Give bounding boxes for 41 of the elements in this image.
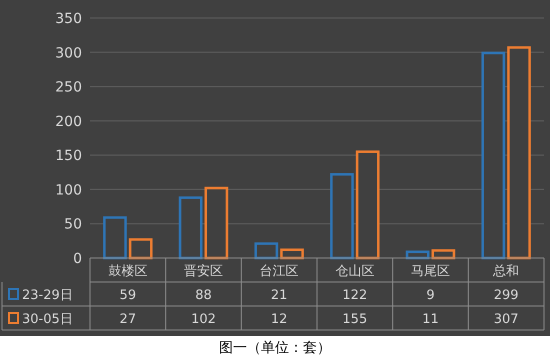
bar bbox=[406, 250, 430, 260]
legend-label: 23-29日 bbox=[22, 288, 73, 303]
y-tick-label: 100 bbox=[55, 182, 82, 198]
bar bbox=[204, 186, 228, 260]
x-tick-label: 仓山区 bbox=[335, 264, 374, 279]
y-tick-label: 50 bbox=[64, 216, 82, 233]
y-tick-label: 300 bbox=[55, 45, 82, 62]
x-tick-label: 晋安区 bbox=[184, 263, 223, 279]
data-label: 155 bbox=[342, 312, 368, 327]
bar bbox=[280, 248, 304, 260]
x-tick-label: 鼓楼区 bbox=[108, 264, 148, 279]
bar bbox=[103, 216, 127, 260]
bar bbox=[356, 150, 380, 260]
bar bbox=[330, 173, 354, 260]
y-tick-label: 250 bbox=[55, 80, 82, 96]
x-tick-label: 马尾区 bbox=[411, 264, 450, 279]
data-label: 27 bbox=[120, 312, 136, 327]
bar bbox=[128, 238, 153, 260]
data-label: 88 bbox=[195, 288, 212, 303]
legend-label: 30-05日 bbox=[22, 312, 73, 327]
y-tick-label: 200 bbox=[55, 114, 82, 130]
text: 图一（单位：套） bbox=[219, 340, 331, 356]
y-tick-label: 150 bbox=[55, 148, 82, 164]
data-label: 122 bbox=[342, 288, 368, 303]
data-label: 59 bbox=[120, 288, 136, 303]
data-label: 21 bbox=[270, 288, 288, 303]
bar bbox=[507, 46, 531, 260]
data-label: 9 bbox=[426, 288, 435, 303]
data-label: 307 bbox=[494, 312, 519, 327]
x-tick-label: 台江区 bbox=[260, 264, 299, 279]
y-tick-label: 350 bbox=[55, 11, 82, 27]
y-tick-label: 0 bbox=[73, 251, 82, 267]
bar bbox=[432, 249, 456, 260]
data-label: 12 bbox=[270, 312, 288, 327]
x-tick-label: 总和 bbox=[492, 264, 520, 279]
bar bbox=[254, 242, 278, 260]
data-label: 102 bbox=[191, 312, 216, 327]
data-label: 299 bbox=[494, 288, 519, 303]
bar bbox=[178, 196, 202, 260]
bar bbox=[481, 52, 506, 260]
data-label: 11 bbox=[422, 312, 439, 327]
